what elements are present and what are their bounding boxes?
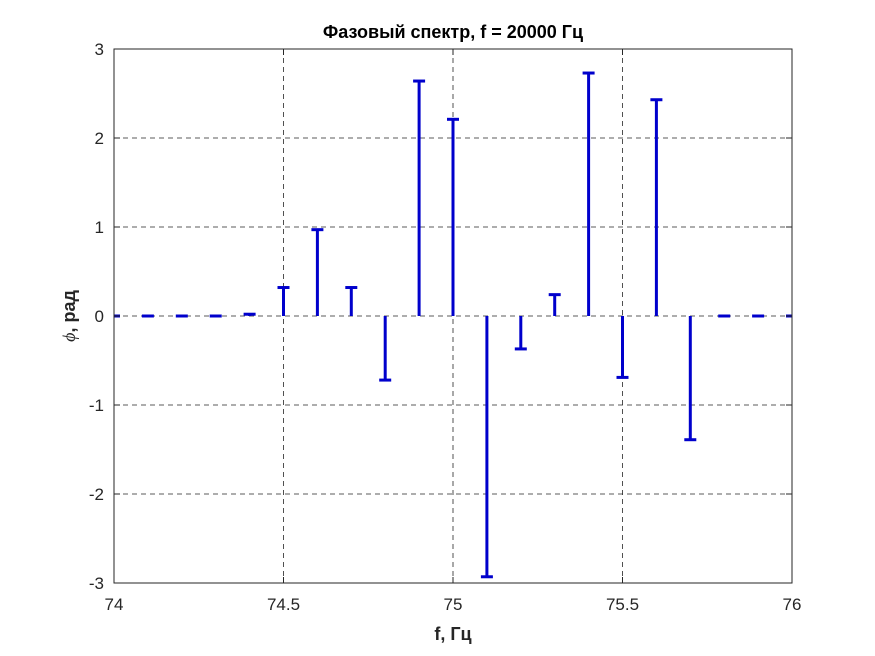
stem-series (114, 71, 792, 579)
stem-mark (582, 71, 595, 316)
x-tick-label: 74.5 (267, 595, 300, 614)
y-axis-unit: , рад (59, 290, 79, 333)
stem-mark (447, 117, 459, 316)
y-tick-label: 1 (95, 218, 104, 237)
stem-mark (480, 316, 493, 579)
x-tick-label: 75.5 (606, 595, 639, 614)
chart-title: Фазовый спектр, f = 20000 Гц (323, 22, 583, 42)
y-tick-label: 0 (95, 307, 104, 326)
x-axis-label: f, Гц (434, 624, 471, 644)
stem-mark (311, 228, 324, 316)
y-tick-label: -2 (89, 485, 104, 504)
tick-labels: 74 74.5 75 75.5 76 -3 -2 -1 0 1 2 3 (89, 40, 802, 614)
y-axis-label: ϕ, рад (59, 290, 79, 342)
stem-mark (345, 286, 358, 316)
stem-mark (243, 312, 256, 316)
stem-mark (684, 316, 697, 442)
ticks (113, 48, 793, 584)
x-tick-label: 75 (444, 595, 463, 614)
stem-mark (277, 286, 290, 316)
y-axis-symbol: ϕ (59, 333, 79, 342)
x-tick-label: 74 (105, 595, 124, 614)
stem-mark (548, 293, 561, 316)
stem-mark (650, 98, 663, 316)
y-tick-label: -3 (89, 574, 104, 593)
stem-mark (413, 79, 426, 316)
stem-mark (616, 316, 629, 379)
y-tick-label: 3 (95, 40, 104, 59)
y-tick-label: 2 (95, 129, 104, 148)
stem-mark (379, 316, 392, 382)
stem-mark (514, 316, 527, 351)
y-tick-label: -1 (89, 396, 104, 415)
x-tick-label: 76 (783, 595, 802, 614)
